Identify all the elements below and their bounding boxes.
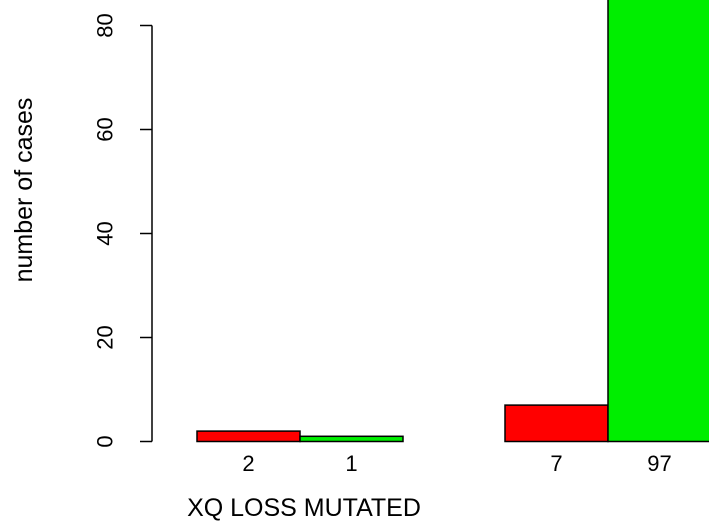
bar-value-label: 1: [345, 451, 357, 476]
y-tick-label: 40: [93, 221, 118, 245]
bar: [504, 404, 609, 443]
bar-value-label: 97: [647, 451, 671, 476]
bars: [196, 0, 709, 443]
bar: [607, 0, 709, 443]
y-tick-label: 20: [93, 325, 118, 349]
bar: [196, 430, 301, 443]
bar: [299, 435, 404, 443]
x-axis-title: XQ LOSS MUTATED: [187, 494, 421, 522]
bar-value-label: 2: [242, 451, 254, 476]
y-tick-label: 60: [93, 117, 118, 141]
y-tick-label: 0: [93, 435, 118, 447]
bar-labels: 2 1 7 97: [242, 451, 671, 476]
y-axis: 0 20 40 60 80: [93, 13, 153, 448]
bar-value-label: 7: [550, 451, 562, 476]
y-axis-title: number of cases: [10, 98, 38, 283]
y-tick-label: 80: [93, 13, 118, 37]
